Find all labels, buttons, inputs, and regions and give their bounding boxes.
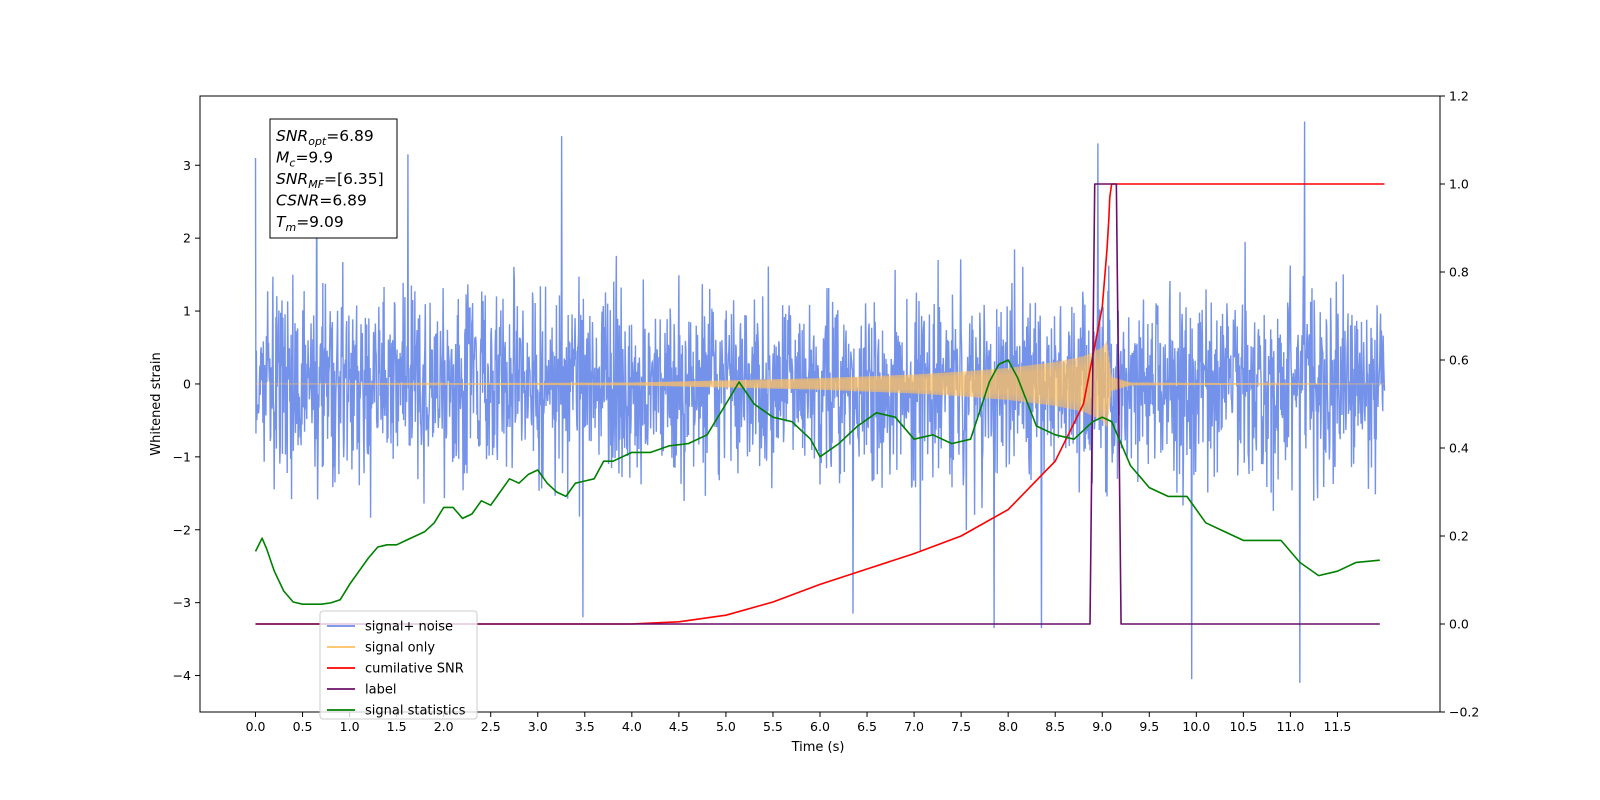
y-left-tick-label: −2 <box>173 522 191 537</box>
legend-label: label <box>365 683 396 698</box>
y-left-tick-label: −3 <box>173 595 191 610</box>
x-tick-label: 10.5 <box>1229 719 1257 734</box>
x-tick-label: 5.0 <box>716 719 736 734</box>
x-tick-label: 9.5 <box>1139 719 1159 734</box>
series-signal-noise <box>254 121 1386 683</box>
x-tick-label: 8.5 <box>1045 719 1065 734</box>
x-tick-label: 1.5 <box>387 719 407 734</box>
x-tick-label: 3.5 <box>575 719 595 734</box>
legend: signal+ noise signal only cumilative SNR la… <box>319 610 478 720</box>
x-tick-label: 5.5 <box>763 719 783 734</box>
stats-line: SNRMF=[6.35] <box>276 170 384 191</box>
x-tick-label: 11.5 <box>1324 719 1352 734</box>
y-left-tick-label: 0 <box>183 376 191 391</box>
stats-box-frame <box>269 118 398 239</box>
y-left-tick-label: 3 <box>183 158 191 173</box>
x-tick-label: 0.0 <box>246 719 266 734</box>
y-axis-label-left: Whitened strain <box>149 352 164 455</box>
x-tick-label: 4.0 <box>622 719 642 734</box>
x-tick-label: 3.0 <box>528 719 548 734</box>
x-tick-label: 8.0 <box>998 719 1018 734</box>
y-axis-right: −0.2 0.0 0.2 0.4 0.6 0.8 1.0 1.2 <box>1440 89 1479 720</box>
y-right-tick-label: 1.2 <box>1449 89 1469 104</box>
legend-label: signal only <box>365 641 435 656</box>
x-tick-label: 10.0 <box>1182 719 1210 734</box>
y-left-tick-label: −1 <box>173 449 191 464</box>
y-right-tick-label: 0.2 <box>1449 529 1469 544</box>
legend-label: signal statistics <box>365 704 466 719</box>
legend-label: signal+ noise <box>365 620 453 635</box>
x-tick-label: 6.0 <box>810 719 830 734</box>
y-right-tick-label: 0.0 <box>1449 617 1469 632</box>
legend-label: cumilative SNR <box>365 662 464 677</box>
x-tick-label: 11.0 <box>1276 719 1304 734</box>
y-left-tick-label: 2 <box>183 231 191 246</box>
x-tick-label: 7.0 <box>904 719 924 734</box>
y-axis-left: −4 −3 −2 −1 0 1 2 3 <box>173 158 200 683</box>
x-axis: 0.0 0.5 1.0 1.5 2.0 2.5 3.0 3.5 4.0 4.5 5.0 5.5 6.0 6… <box>246 712 1352 734</box>
stats-line: Mc=9.9 <box>276 149 333 170</box>
x-tick-label: 2.0 <box>434 719 454 734</box>
y-right-tick-label: 0.4 <box>1449 441 1469 456</box>
x-tick-label: 9.0 <box>1092 719 1112 734</box>
series-cumulative-snr <box>255 183 1385 625</box>
y-left-tick-label: 1 <box>183 304 191 319</box>
x-tick-label: 7.5 <box>951 719 971 734</box>
y-left-tick-label: −4 <box>173 668 191 683</box>
x-axis-label: Time (s) <box>791 740 845 755</box>
x-tick-label: 1.0 <box>340 719 360 734</box>
series-label <box>255 183 1380 625</box>
stats-line: SNRopt=6.89 <box>276 127 374 148</box>
legend-frame <box>319 610 478 720</box>
x-tick-label: 2.5 <box>481 719 501 734</box>
y-right-tick-label: 0.8 <box>1449 265 1469 280</box>
series-layer <box>254 121 1386 683</box>
stats-line: Tm=9.09 <box>276 213 344 234</box>
x-tick-label: 4.5 <box>669 719 689 734</box>
series-signal-statistics <box>254 359 1380 605</box>
y-right-tick-label: 1.0 <box>1449 177 1469 192</box>
stats-line: CSNR=6.89 <box>276 192 367 210</box>
y-right-tick-label: 0.6 <box>1449 353 1469 368</box>
series-signal-only <box>255 340 1385 427</box>
x-tick-label: 0.5 <box>293 719 313 734</box>
plot-area <box>254 121 1386 683</box>
y-right-tick-label: −0.2 <box>1449 705 1479 720</box>
x-tick-label: 6.5 <box>857 719 877 734</box>
